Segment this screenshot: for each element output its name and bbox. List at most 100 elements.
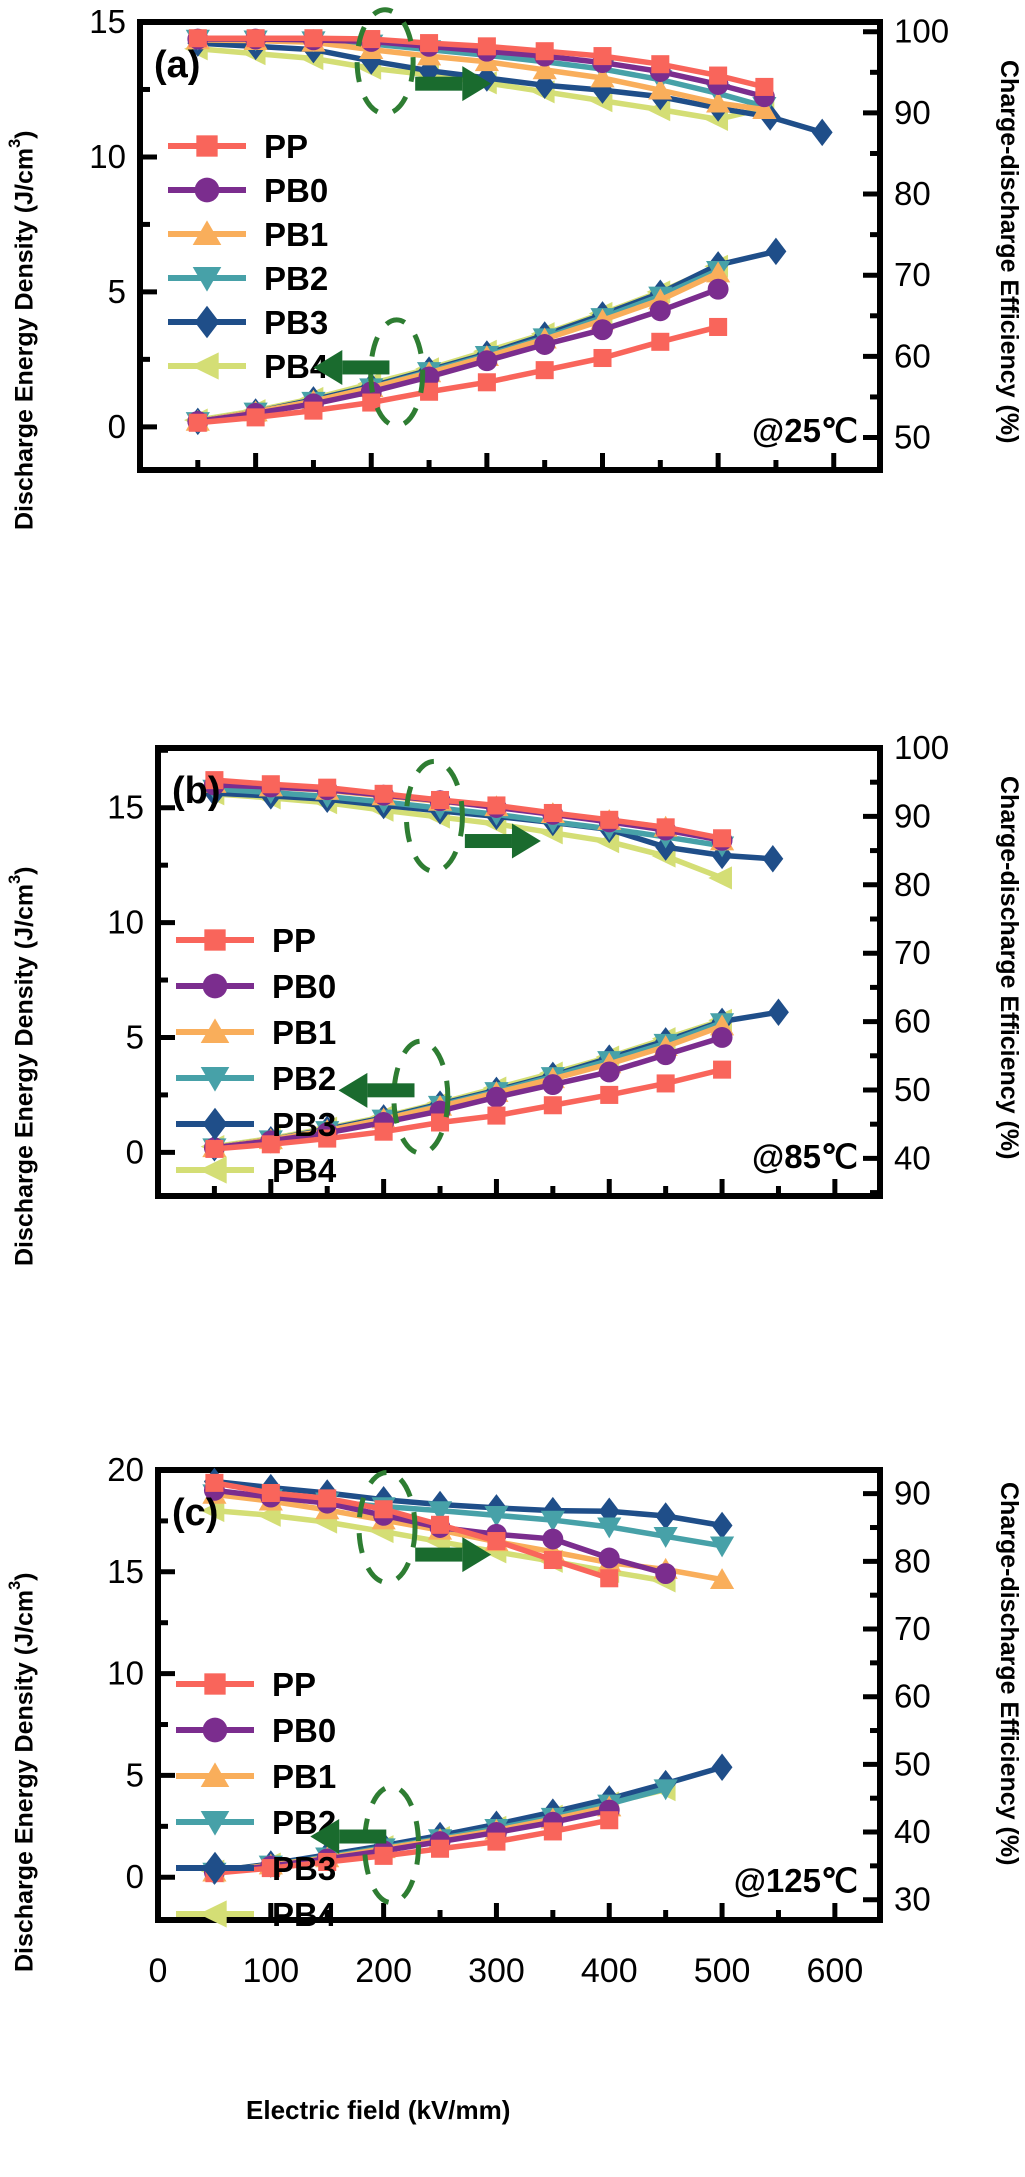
legend-label: PB3: [272, 1850, 336, 1887]
data-point: [374, 1846, 393, 1865]
data-point: [261, 1483, 280, 1503]
data-point: [542, 1496, 564, 1525]
plot-frame: [155, 745, 883, 1199]
legend-item-pb4[interactable]: PB4: [176, 1896, 337, 1933]
axes: 0 5 10 15 50 60 70 80 90 100: [89, 3, 949, 473]
data-point: [543, 803, 562, 822]
data-point: [708, 866, 732, 890]
y-tick-label-left: 5: [108, 273, 126, 310]
legend-label: PB0: [272, 1712, 336, 1749]
y-tick-label-right: 70: [894, 256, 931, 293]
data-point: [420, 382, 439, 401]
data-point: [709, 1568, 735, 1589]
legend-item-pb4[interactable]: PB4: [168, 348, 329, 385]
series-line: [211, 1480, 612, 1582]
data-point: [811, 118, 833, 147]
dashed-ellipse-marker: [403, 758, 465, 874]
data-point: [590, 66, 615, 88]
axes: 0 5 10 15 40 50 60 70 80 90 100: [107, 729, 949, 1199]
data-point: [318, 1852, 337, 1871]
data-point: [431, 790, 450, 810]
x-axis-title: Electric field (kV/mm): [246, 2095, 511, 2125]
y-tick-label-left: 10: [107, 1655, 144, 1692]
legend-item-pb0[interactable]: PB0: [176, 968, 336, 1005]
legend-item-pp[interactable]: PP: [176, 922, 316, 959]
y-tick-label-right: 100: [894, 13, 949, 50]
data-point: [713, 829, 732, 848]
data-point: [304, 401, 323, 420]
temperature-label-text: @85℃: [752, 1138, 858, 1175]
legend-item-pb4[interactable]: PB4: [176, 1152, 337, 1189]
x-tick-label: 0: [149, 1952, 168, 1990]
dashed-ellipse-marker: [391, 1038, 451, 1156]
legend-marker-pb2-icon: [200, 1066, 230, 1092]
data-point: [592, 319, 613, 341]
y-tick-label-right: 50: [894, 1745, 931, 1782]
x-tick-label: 100: [242, 1952, 299, 1990]
data-point: [755, 77, 774, 96]
left-arrow-icon: [313, 349, 390, 385]
legend: PP PB0 PB1 PB2 PB3 PB4: [168, 128, 329, 385]
y-tick-label-left: 0: [108, 408, 126, 445]
y-tick-label-right: 50: [894, 1071, 931, 1108]
data-point: [598, 1547, 620, 1569]
y-tick-label-right: 90: [894, 797, 931, 834]
legend-marker-pb0-icon: [202, 973, 228, 999]
panel-c-right-axis-title: Charge-discharge Efficiency (%): [995, 1482, 1023, 1866]
legend-marker-pb3-icon: [202, 1851, 228, 1885]
data-point: [656, 818, 675, 837]
legend-label: PB2: [272, 1060, 336, 1097]
legend-item-pb1[interactable]: PB1: [176, 1758, 336, 1795]
x-tick-label: 400: [581, 1952, 638, 1990]
legend-item-pb3[interactable]: PB3: [176, 1106, 336, 1143]
data-point: [706, 91, 731, 113]
legend-marker-pb2-icon: [200, 1810, 230, 1836]
legend-marker-pp-icon: [196, 135, 218, 157]
x-tick-label: 600: [807, 1952, 864, 1990]
legend-item-pb2[interactable]: PB2: [176, 1804, 336, 1841]
legend-item-pp[interactable]: PP: [176, 1666, 316, 1703]
data-point: [485, 1086, 507, 1108]
data-point: [768, 998, 789, 1026]
legend-item-pb3[interactable]: PB3: [168, 304, 328, 341]
legend-item-pb2[interactable]: PB2: [176, 1060, 336, 1097]
y-tick-label-left: 0: [126, 1858, 144, 1895]
data-point: [487, 1832, 506, 1851]
legend-label: PP: [264, 128, 308, 165]
data-point: [477, 373, 496, 392]
data-point: [362, 393, 381, 412]
series-line: [211, 1034, 725, 1151]
series-line: [211, 1478, 725, 1529]
data-point: [304, 29, 323, 48]
data-point: [752, 98, 777, 120]
data-point: [600, 1085, 619, 1104]
legend-label: PB0: [264, 172, 328, 209]
y-tick-label-right: 70: [894, 1610, 931, 1647]
series-pp-energy-density: [205, 1060, 732, 1158]
y-tick-label-right: 70: [894, 934, 931, 971]
right-arrow-icon: [415, 1537, 492, 1573]
legend-item-pb1[interactable]: PB1: [168, 216, 328, 253]
legend-item-pb0[interactable]: PB0: [168, 172, 328, 209]
legend-label: PB1: [272, 1758, 336, 1795]
legend-item-pb0[interactable]: PB0: [176, 1712, 336, 1749]
legend-item-pb3[interactable]: PB3: [176, 1850, 336, 1887]
data-point: [655, 1502, 677, 1530]
data-point: [709, 317, 728, 336]
data-point: [543, 1096, 562, 1115]
series-line: [211, 786, 725, 849]
data-point: [477, 37, 496, 56]
data-point: [649, 300, 671, 322]
series-line: [211, 777, 725, 842]
legend-item-pp[interactable]: PP: [168, 128, 308, 165]
data-point: [648, 78, 673, 100]
series-line: [211, 1066, 725, 1152]
legend-item-pb2[interactable]: PB2: [168, 260, 328, 297]
data-point: [600, 1569, 619, 1588]
data-point: [707, 278, 729, 300]
data-point: [600, 1811, 619, 1830]
data-point: [261, 775, 280, 794]
legend-item-pb1[interactable]: PB1: [176, 1014, 336, 1051]
legend-marker-pb1-icon: [200, 1018, 230, 1044]
